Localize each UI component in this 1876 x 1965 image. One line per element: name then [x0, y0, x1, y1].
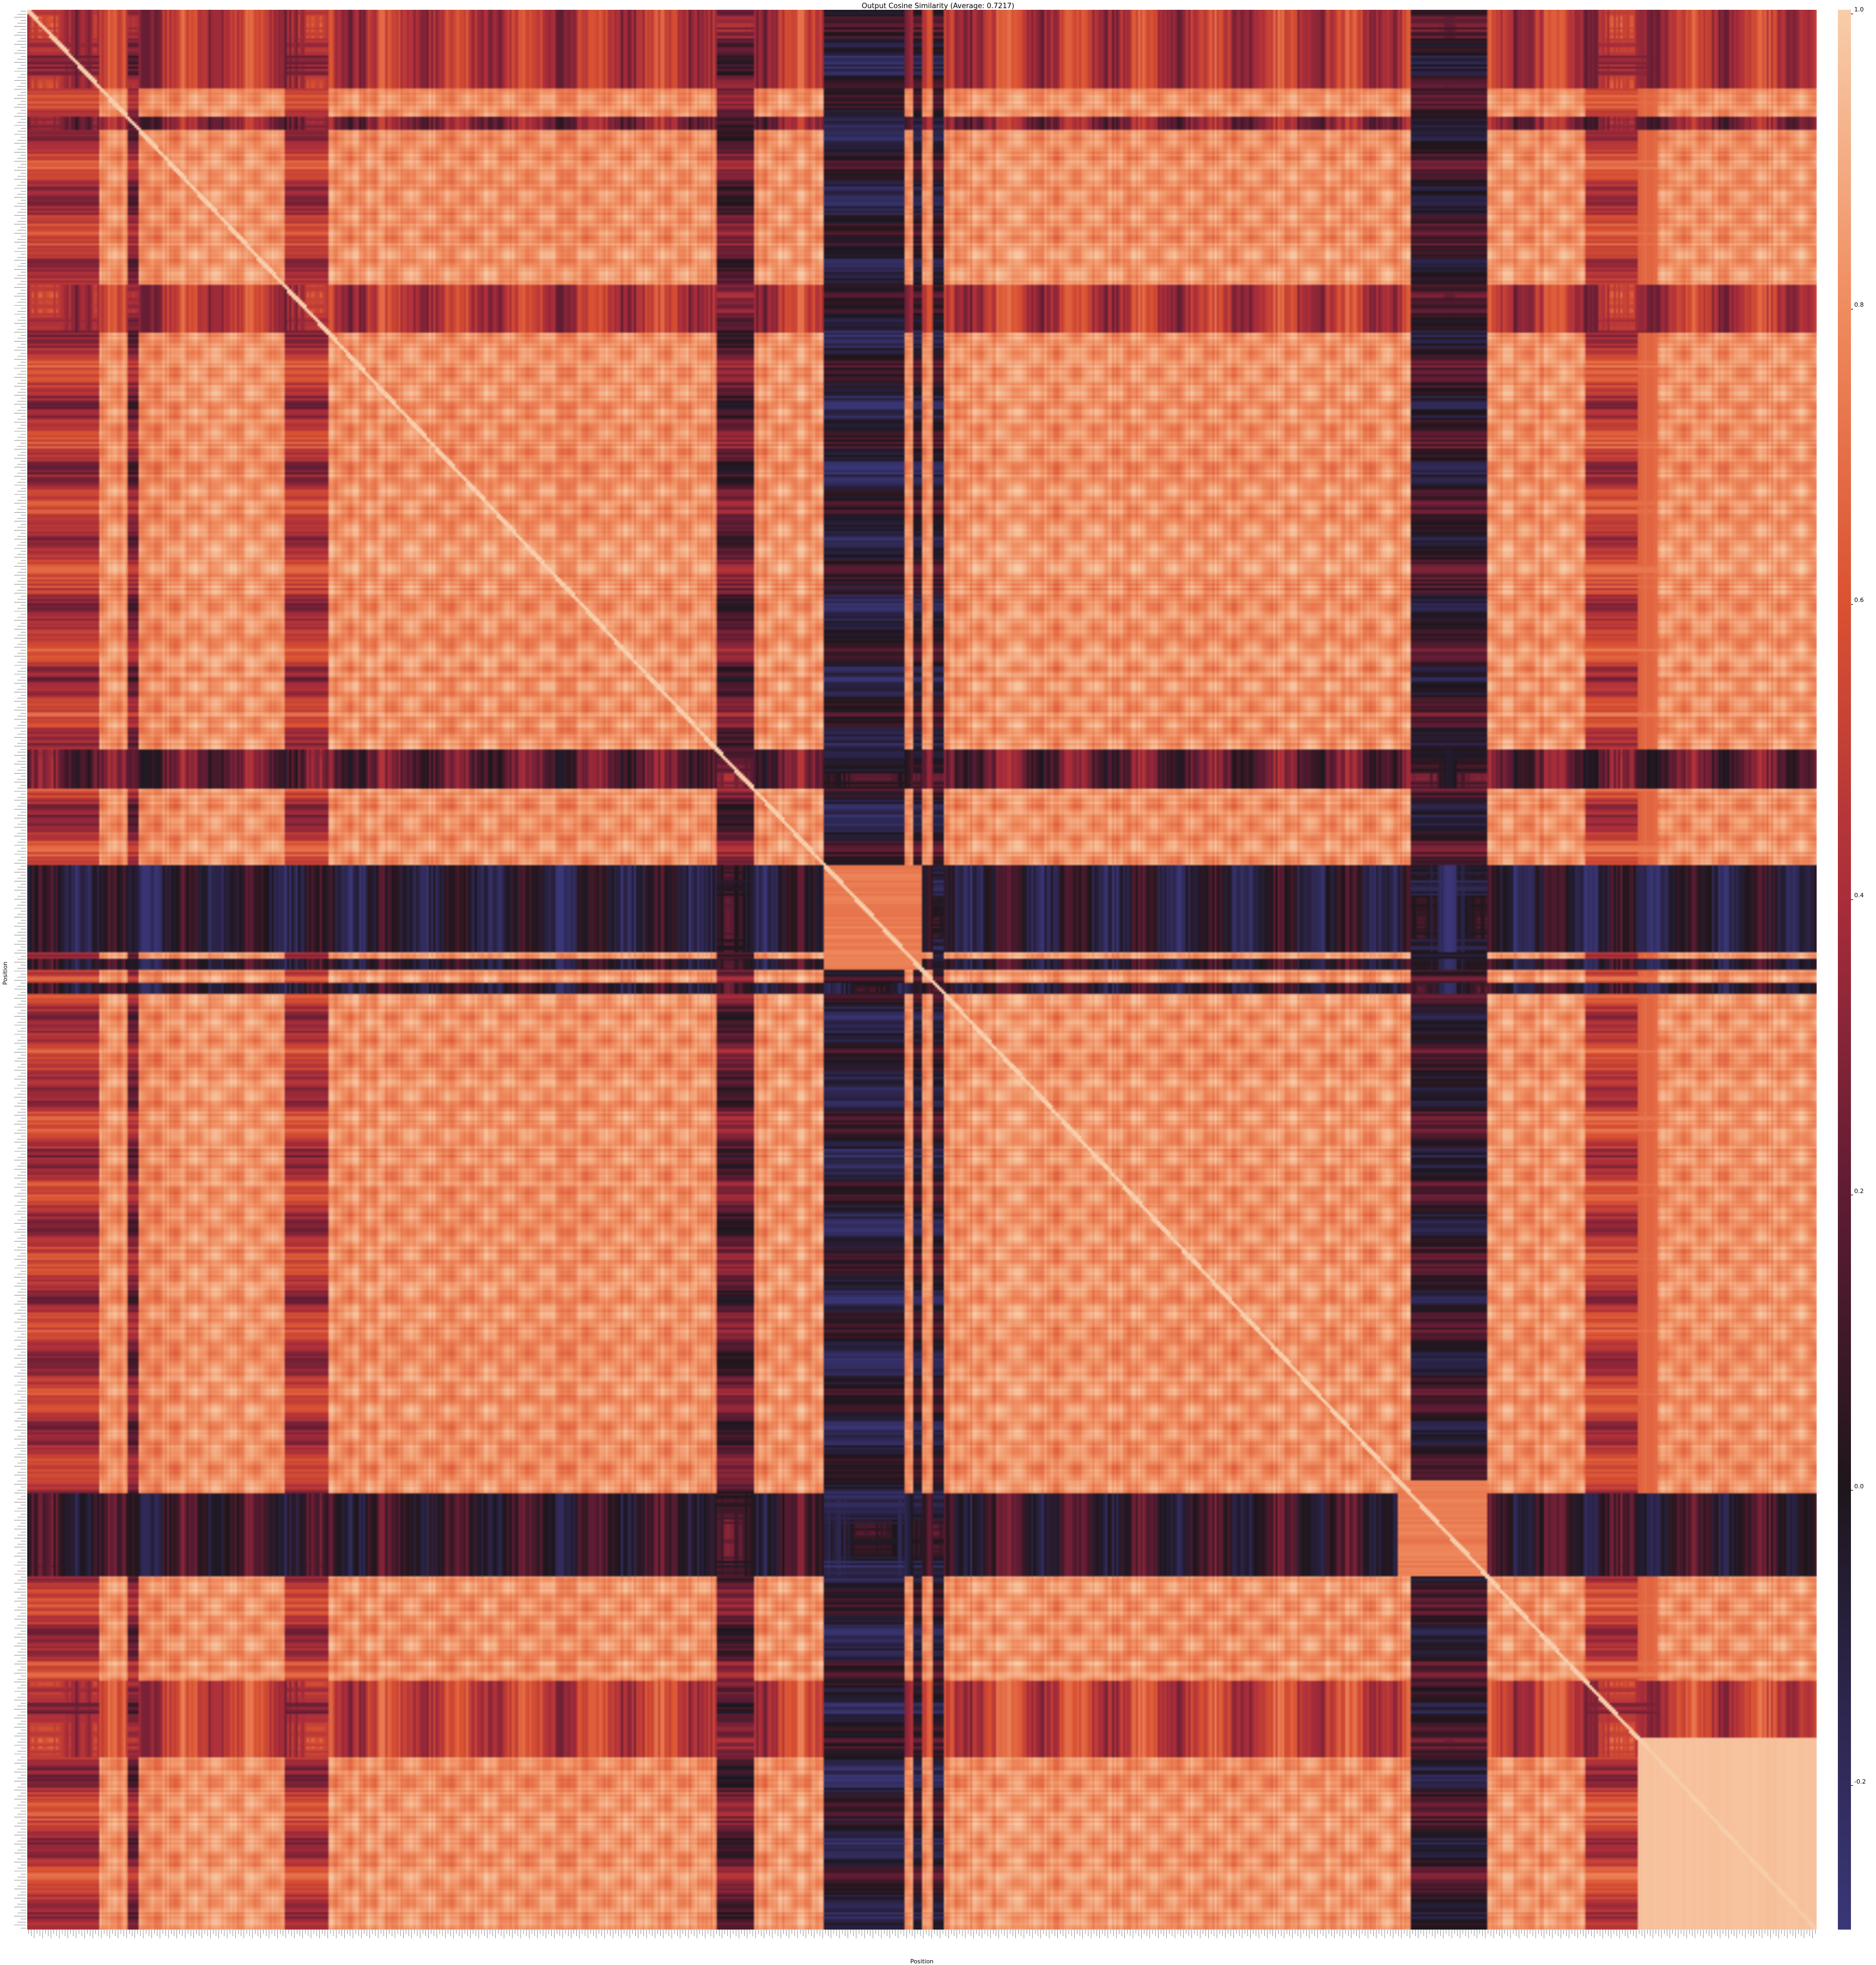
colorbar — [1838, 10, 1851, 1930]
x-axis-label: Position — [910, 1958, 934, 1965]
colorbar-tick-label: 1.0 — [1851, 6, 1864, 17]
y-axis-label: Position — [1, 962, 9, 985]
colorbar-tick-label: -0.2 — [1851, 1778, 1866, 1789]
chart-title: Output Cosine Similarity (Average: 0.721… — [861, 2, 1015, 10]
heatmap-plot-area — [27, 10, 1817, 1930]
colorbar-tick-label: 0.2 — [1851, 1188, 1864, 1199]
y-tick-labels — [2, 10, 26, 1930]
colorbar-ticks: 1.0 0.8 0.6 0.4 0.2 0.0 -0.2 — [1851, 6, 1876, 1930]
colorbar-tick-label: 0.4 — [1851, 892, 1864, 903]
colorbar-tick-label: 0.6 — [1851, 597, 1864, 607]
colorbar-tick-label: 0.0 — [1851, 1483, 1864, 1494]
colorbar-tick-label: 0.8 — [1851, 301, 1864, 312]
x-tick-labels — [27, 1930, 1817, 1957]
